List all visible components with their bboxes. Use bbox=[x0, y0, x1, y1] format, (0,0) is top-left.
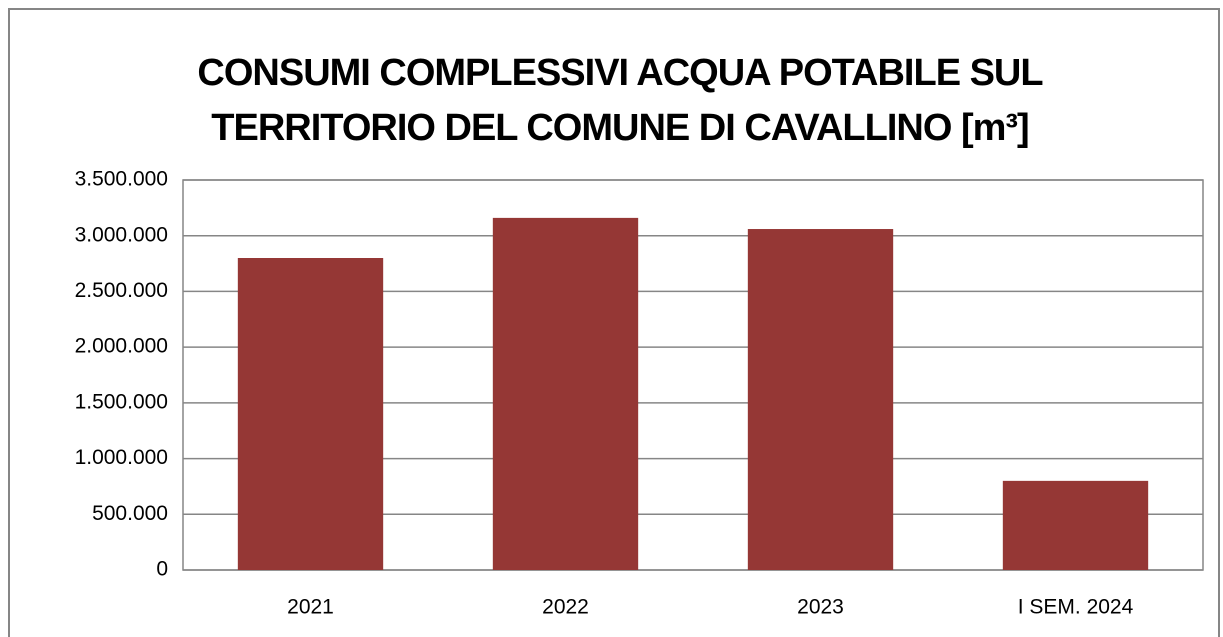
chart-title: CONSUMI COMPLESSIVI ACQUA POTABILE SUL bbox=[197, 52, 1043, 94]
y-tick-label: 3.500.000 bbox=[75, 168, 168, 191]
bar bbox=[747, 229, 894, 570]
y-tick-label: 2.000.000 bbox=[75, 335, 168, 358]
bar bbox=[237, 258, 384, 570]
y-tick-label: 3.000.000 bbox=[75, 223, 168, 246]
y-tick-label: 0 bbox=[156, 558, 168, 581]
bar bbox=[1002, 480, 1149, 570]
y-tick-label: 500.000 bbox=[92, 502, 168, 525]
y-tick-label: 2.500.000 bbox=[75, 279, 168, 302]
chart-title: TERRITORIO DEL COMUNE DI CAVALLINO [m³] bbox=[211, 107, 1028, 149]
x-tick-label: 2021 bbox=[287, 596, 334, 619]
bar bbox=[492, 217, 639, 570]
y-tick-label: 1.000.000 bbox=[75, 446, 168, 469]
y-tick-label: 1.500.000 bbox=[75, 390, 168, 413]
x-tick-label: 2022 bbox=[542, 596, 589, 619]
x-tick-label: I SEM. 2024 bbox=[1018, 596, 1134, 619]
x-tick-label: 2023 bbox=[797, 596, 844, 619]
